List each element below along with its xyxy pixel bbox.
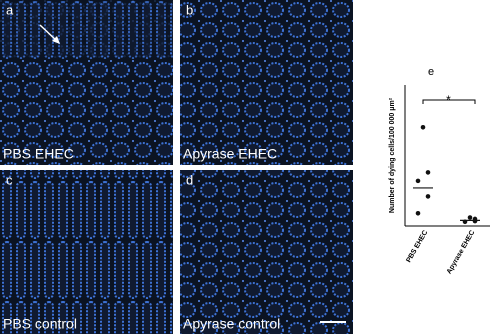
panel-caption: Apyrase control [183, 316, 280, 332]
panel-caption: Apyrase EHEC [183, 146, 277, 162]
panel-letter: b [186, 2, 193, 17]
micrograph [180, 170, 353, 334]
micrograph [180, 0, 353, 165]
data-point [425, 194, 431, 199]
x-tick-label: PBS EHEC [405, 229, 429, 264]
panel-caption: PBS control [3, 316, 77, 332]
data-point [467, 215, 473, 220]
data-point [415, 211, 421, 216]
micrograph-panels [0, 0, 353, 334]
micrograph-villi [0, 0, 173, 60]
panel-letter: c [6, 172, 13, 187]
significance-bracket [422, 99, 476, 104]
panel-letter: a [6, 2, 14, 17]
panel-caption: PBS EHEC [3, 146, 74, 162]
micrograph [0, 170, 173, 334]
significance-label: * [446, 93, 451, 107]
x-tick-label: Apyrase EHEC [446, 229, 477, 275]
panel-letter: d [186, 172, 193, 187]
data-point [420, 125, 426, 130]
y-axis-label: Number of dying cells/100 000 μm² [389, 97, 396, 213]
arrow-head [52, 36, 60, 44]
data-point [425, 170, 431, 175]
data-point [415, 178, 421, 184]
panel-letter: e [428, 66, 434, 78]
